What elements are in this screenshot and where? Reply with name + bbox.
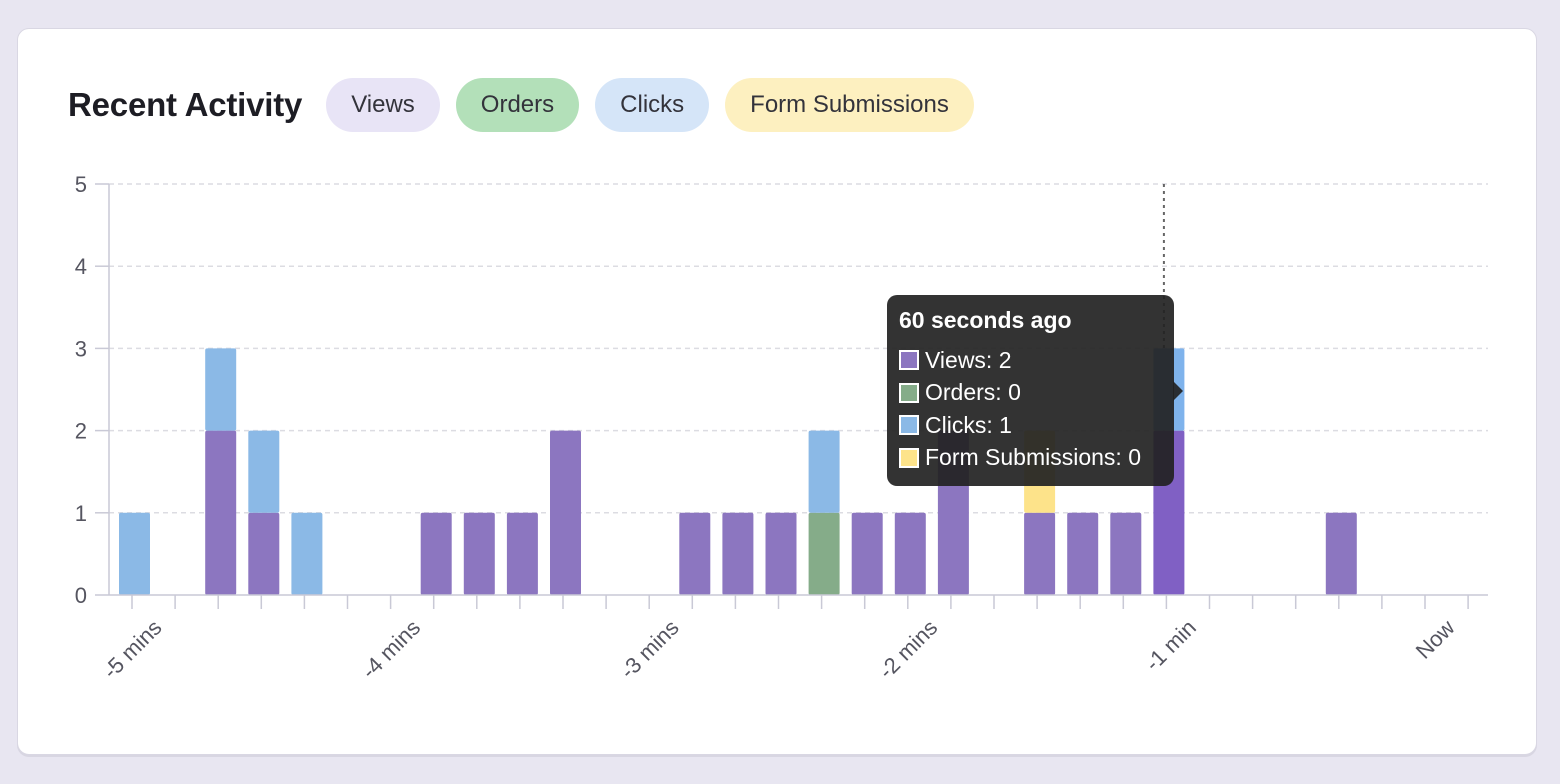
views-swatch xyxy=(899,350,919,371)
y-tick-label: 3 xyxy=(75,336,87,361)
bar-views xyxy=(205,430,237,595)
filter-clicks-button[interactable]: Clicks xyxy=(595,78,710,132)
card-header: Recent Activity Views Orders Clicks Form… xyxy=(68,77,990,133)
bar-views xyxy=(248,512,280,595)
bar-views xyxy=(1067,512,1099,595)
x-tick-label: Now xyxy=(1411,615,1460,664)
y-tick-label: 2 xyxy=(75,419,87,444)
bar-views xyxy=(851,512,883,595)
tooltip-row-clicks: Clicks: 1 xyxy=(899,409,1162,442)
filter-orders-button[interactable]: Orders xyxy=(455,78,580,132)
bar-views xyxy=(1325,512,1357,595)
tooltip-form-submissions-value: Form Submissions: 0 xyxy=(925,444,1142,471)
y-tick-label: 5 xyxy=(75,172,87,197)
activity-bar-chart: 0 1 2 3 4 5 -5 mins -4 mins -3 mins -2 mins -1 min… xyxy=(75,172,1488,684)
card-title: Recent Activity xyxy=(68,86,303,123)
bar-views xyxy=(420,512,452,595)
form-submissions-swatch xyxy=(899,447,919,468)
tooltip-views-value: Views: 2 xyxy=(925,346,1012,373)
tooltip-title: 60 seconds ago xyxy=(899,307,1072,333)
bar-views xyxy=(1110,512,1142,595)
bar-views xyxy=(550,430,581,595)
tooltip-arrow xyxy=(1173,381,1183,401)
x-tick-label: -5 mins xyxy=(98,615,167,684)
x-tick-label: -2 mins xyxy=(874,615,943,684)
tooltip-clicks-value: Clicks: 1 xyxy=(925,411,1012,438)
filter-views-button[interactable]: Views xyxy=(326,78,440,132)
recent-activity-card: Recent Activity Views Orders Clicks Form… xyxy=(17,28,1537,755)
y-tick-label: 0 xyxy=(75,583,87,608)
bar-views xyxy=(1024,512,1056,595)
bar-views xyxy=(765,512,797,595)
bar-clicks xyxy=(119,512,150,595)
bar-clicks xyxy=(248,430,280,513)
bar-orders xyxy=(808,512,840,595)
filter-form-submissions-button[interactable]: Form Submissions xyxy=(725,78,974,132)
tooltip-orders-value: Orders: 0 xyxy=(925,379,1021,406)
tooltip-row-form-submissions: Form Submissions: 0 xyxy=(899,442,1162,475)
bar-views xyxy=(722,512,754,595)
bar-views xyxy=(463,512,495,595)
bar-clicks xyxy=(291,512,323,595)
chart-tooltip: 60 seconds ago Views: 2 Orders: 0 Clicks… xyxy=(887,295,1183,486)
bar-views xyxy=(679,512,711,595)
tooltip-row-views: Views: 2 xyxy=(899,344,1162,377)
bar-clicks xyxy=(808,430,840,513)
bar-clicks xyxy=(205,348,237,431)
y-tick-label: 1 xyxy=(75,501,87,526)
clicks-swatch xyxy=(899,415,919,436)
x-tick-label: -4 mins xyxy=(356,615,425,684)
tooltip-row-orders: Orders: 0 xyxy=(899,377,1162,410)
x-tick-label: -1 min xyxy=(1140,615,1201,676)
bar-views xyxy=(506,512,538,595)
x-tick-label: -3 mins xyxy=(615,615,684,684)
bar-views xyxy=(894,512,926,595)
y-tick-label: 4 xyxy=(75,254,87,279)
orders-swatch xyxy=(899,382,919,403)
